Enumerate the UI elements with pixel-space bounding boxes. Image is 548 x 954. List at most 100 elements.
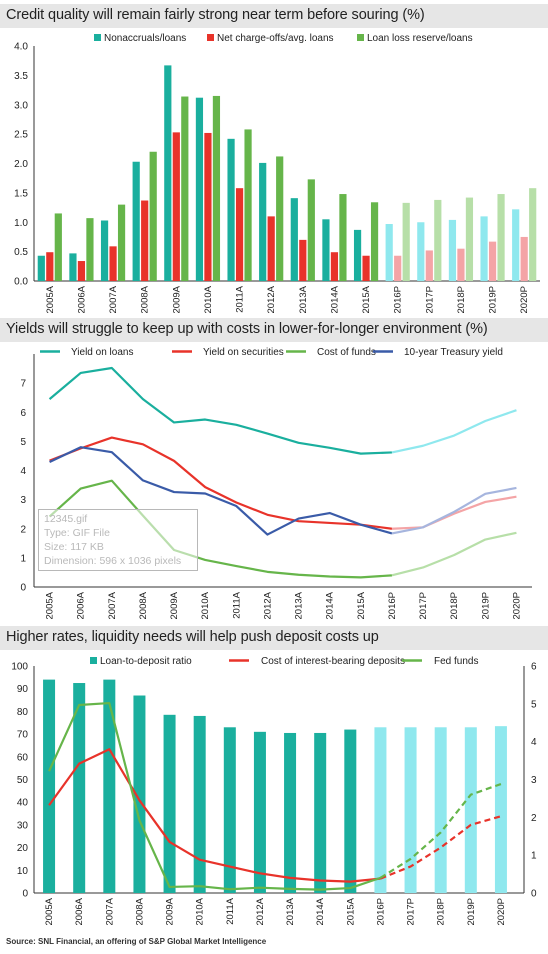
- chart1-xtick-label: 2018P: [456, 286, 467, 313]
- chart3-y2tick-label: 1: [531, 851, 537, 862]
- chart1-bar: [330, 252, 339, 281]
- chart3-xtick-label: 2005A: [44, 897, 55, 925]
- chart1-ytick-label: 4.0: [14, 42, 28, 53]
- chart3-ytick-label: 50: [17, 775, 29, 786]
- chart2-xtick-label: 2018P: [449, 592, 460, 619]
- chart2-ytick-label: 7: [20, 379, 26, 390]
- chart1-plot-area: [34, 46, 540, 281]
- chart2-series-line: [49, 446, 393, 536]
- chart1-xtick-label: 2017P: [424, 286, 435, 313]
- chart1-ytick-label: 3.0: [14, 100, 28, 111]
- chart1-bar: [172, 132, 180, 281]
- chart1-xtick-label: 2013A: [298, 285, 309, 313]
- chart3-legend-ltd-swatch: [90, 657, 97, 664]
- chart1-legend-reserve-swatch: [357, 34, 364, 41]
- chart1-bar: [195, 97, 204, 281]
- chart1-bar: [488, 241, 497, 281]
- tooltip-type: Type: GIF File: [44, 527, 110, 539]
- chart1-bar: [69, 253, 77, 281]
- chart1-bar: [362, 255, 370, 281]
- chart3-bar: [494, 726, 507, 893]
- chart3-xtick-label: 2012A: [255, 897, 266, 925]
- chart1-bar: [339, 194, 347, 281]
- chart3-y2tick-label: 0: [531, 889, 537, 900]
- chart3-xtick-label: 2010A: [195, 897, 206, 925]
- chart3-xtick-label: 2013A: [285, 897, 296, 925]
- chart3-ytick-label: 80: [17, 707, 29, 718]
- chart2-xtick-label: 2008A: [138, 591, 149, 619]
- chart1-bar: [100, 220, 109, 281]
- chart1-xtick-label: 2019P: [488, 286, 499, 313]
- chart2-series-line-projected: [391, 495, 517, 530]
- chart1-bar: [457, 248, 465, 281]
- chart3-bar: [314, 732, 327, 893]
- chart3-y2tick-label: 4: [531, 737, 537, 748]
- chart1-xtick-label: 2006A: [76, 285, 87, 313]
- chart1-bar: [259, 162, 267, 281]
- chart1-bar: [322, 219, 330, 281]
- chart3-bar: [103, 679, 116, 893]
- chart1-bar: [353, 229, 362, 281]
- chart2-title-bar: Yields will struggle to keep up with cos…: [0, 318, 548, 342]
- chart1-bar: [290, 198, 298, 281]
- chart3-ytick-label: 0: [22, 889, 28, 900]
- chart3-bar: [344, 729, 357, 893]
- chart3-xtick-label: 2009A: [165, 897, 176, 925]
- chart2-legend-loans-label: Yield on loans: [71, 347, 133, 358]
- chart3-xtick-label: 2006A: [74, 897, 85, 925]
- chart2-line-chart: 0 1 2 3 4 5 6 7 2005A 2006A 2007A 2008A 2009A 2010A 20…: [20, 347, 532, 619]
- chart1-bar: [267, 216, 275, 281]
- chart1-bar: [244, 129, 252, 281]
- chart1-xtick-label: 2011A: [235, 285, 246, 312]
- chart3-ytick-label: 10: [17, 866, 29, 877]
- chart3-xtick-label: 2015A: [345, 897, 356, 925]
- chart1-bar: [117, 204, 126, 281]
- chart1-ytick-label: 0.0: [14, 277, 28, 288]
- chart1-legend-nonaccruals-swatch: [94, 34, 101, 41]
- chart2-series-line: [48, 479, 393, 579]
- chart3-bar: [434, 727, 447, 893]
- chart1-bar: [370, 202, 379, 281]
- chart3-xtick-label: 2007A: [104, 897, 115, 925]
- chart3-bar: [284, 732, 297, 893]
- chart1-bar: [402, 202, 410, 281]
- tooltip-filename: 12345.gif: [44, 513, 88, 525]
- chart1-bar: [212, 95, 221, 281]
- chart1-bar: [497, 194, 505, 281]
- chart1-bar: [46, 252, 54, 281]
- chart2-xtick-label: 2011A: [231, 591, 242, 618]
- chart1-bar: [385, 224, 393, 281]
- chart2-xtick-label: 2007A: [107, 591, 118, 619]
- chart1-bar: [181, 96, 189, 282]
- chart1-bar: [394, 255, 402, 281]
- chart2-ytick-label: 5: [20, 437, 26, 448]
- chart2-xtick-label: 2010A: [200, 591, 211, 619]
- chart3-ytick-label: 40: [17, 798, 29, 809]
- chart1-bar: [465, 197, 474, 281]
- chart1-xtick-label: 2012A: [266, 285, 277, 313]
- chart3-ytick-label: 90: [17, 684, 29, 695]
- chart2-legend-securities-label: Yield on securities: [203, 347, 284, 358]
- chart2-xtick-label: 2020P: [511, 592, 522, 619]
- chart1-bar: [448, 219, 457, 281]
- chart2-ytick-label: 3: [20, 495, 26, 506]
- chart1-ytick-label: 3.5: [14, 71, 28, 82]
- chart1-xtick-label: 2007A: [108, 285, 119, 313]
- chart3-bar: [464, 727, 477, 893]
- chart2-xtick-label: 2013A: [294, 591, 305, 619]
- chart1-legend-nonaccruals-label: Nonaccruals/loans: [104, 33, 186, 44]
- chart3-xtick-label: 2014A: [315, 897, 326, 925]
- chart2-xtick-label: 2019P: [480, 592, 491, 619]
- chart1-legend-reserve-label: Loan loss reserve/loans: [367, 33, 473, 44]
- chart3-y2tick-label: 2: [531, 813, 537, 824]
- chart1-xtick-label: 2015A: [361, 285, 372, 313]
- chart3-bar: [193, 715, 206, 893]
- chart1-bar-chart: 0.0 0.5 1.0 1.5 2.0 2.5 3.0 3.5 4.0 2005A 2006A 200…: [14, 33, 540, 313]
- chart1-xtick-label: 2008A: [140, 285, 151, 313]
- chart1-ytick-label: 0.5: [14, 247, 28, 258]
- chart3-title: Higher rates, liquidity needs will help …: [6, 629, 379, 645]
- chart1-bar: [434, 199, 442, 281]
- chart3-y2tick-label: 3: [531, 775, 537, 786]
- tooltip-size: Size: 117 KB: [44, 541, 104, 553]
- chart3-legend-ltd-label: Loan-to-deposit ratio: [100, 656, 192, 667]
